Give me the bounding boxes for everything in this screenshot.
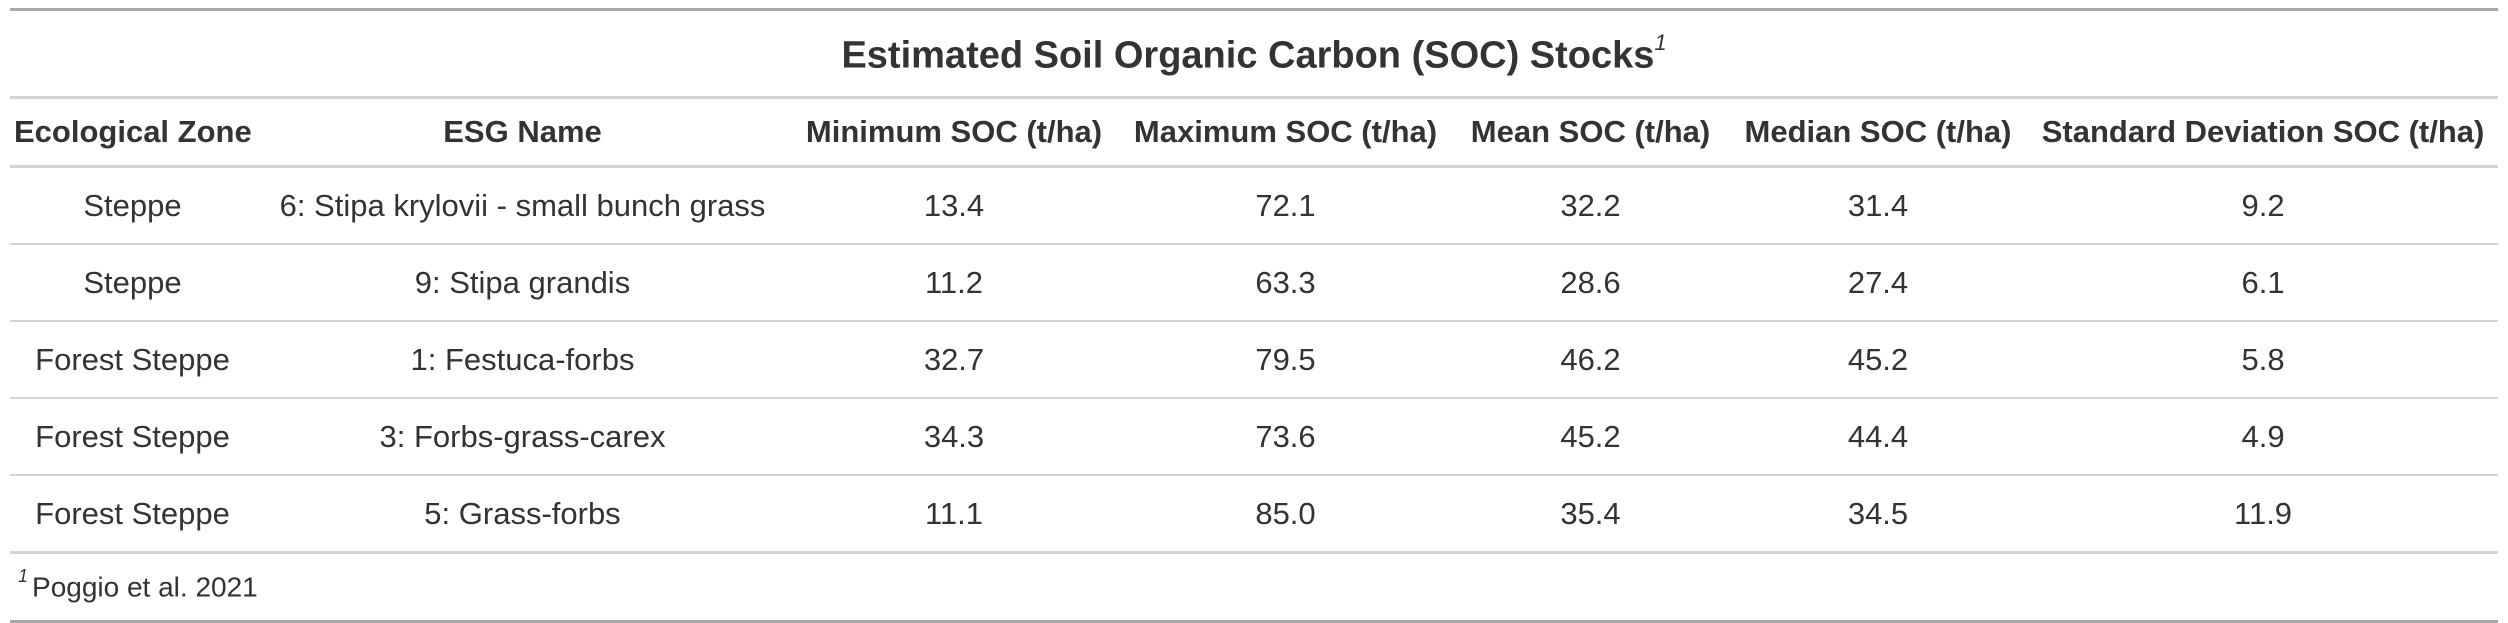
cell-median-soc: 27.4 bbox=[1728, 244, 2028, 322]
cell-mean-soc: 28.6 bbox=[1453, 244, 1728, 322]
cell-minimum-soc: 11.1 bbox=[790, 475, 1118, 554]
soc-table: Estimated Soil Organic Carbon (SOC) Stoc… bbox=[10, 8, 2499, 623]
cell-maximum-soc: 85.0 bbox=[1118, 475, 1453, 554]
cell-esg-name: 6: Stipa krylovii - small bunch grass bbox=[255, 166, 790, 245]
cell-std-dev-soc: 11.9 bbox=[2028, 475, 2499, 554]
table-footnote: 1 Poggio et al. 2021 bbox=[10, 552, 2499, 623]
cell-median-soc: 31.4 bbox=[1728, 166, 2028, 245]
cell-esg-name: 3: Forbs-grass-carex bbox=[255, 398, 790, 476]
cell-ecological-zone: Steppe bbox=[10, 244, 255, 322]
table-row: Forest Steppe 5: Grass-forbs 11.1 85.0 3… bbox=[10, 475, 2499, 554]
cell-esg-name: 9: Stipa grandis bbox=[255, 244, 790, 322]
cell-mean-soc: 45.2 bbox=[1453, 398, 1728, 476]
header-row: Ecological Zone ESG Name Minimum SOC (t/… bbox=[10, 97, 2499, 168]
cell-maximum-soc: 79.5 bbox=[1118, 321, 1453, 399]
footnote-row: 1 Poggio et al. 2021 bbox=[10, 552, 2499, 623]
cell-std-dev-soc: 5.8 bbox=[2028, 321, 2499, 399]
table-row: Steppe 6: Stipa krylovii - small bunch g… bbox=[10, 166, 2499, 245]
column-header-median-soc: Median SOC (t/ha) bbox=[1728, 97, 2028, 168]
title-row: Estimated Soil Organic Carbon (SOC) Stoc… bbox=[10, 8, 2499, 99]
cell-std-dev-soc: 4.9 bbox=[2028, 398, 2499, 476]
column-header-ecological-zone: Ecological Zone bbox=[10, 97, 255, 168]
cell-maximum-soc: 63.3 bbox=[1118, 244, 1453, 322]
footnote-text: Poggio et al. 2021 bbox=[32, 571, 258, 603]
footnote-marker: 1 bbox=[18, 566, 29, 587]
cell-esg-name: 5: Grass-forbs bbox=[255, 475, 790, 554]
cell-ecological-zone: Forest Steppe bbox=[10, 475, 255, 554]
table-row: Forest Steppe 3: Forbs-grass-carex 34.3 … bbox=[10, 398, 2499, 476]
table-row: Forest Steppe 1: Festuca-forbs 32.7 79.5… bbox=[10, 321, 2499, 399]
cell-minimum-soc: 13.4 bbox=[790, 166, 1118, 245]
soc-table-container: Estimated Soil Organic Carbon (SOC) Stoc… bbox=[10, 8, 2499, 623]
cell-std-dev-soc: 9.2 bbox=[2028, 166, 2499, 245]
cell-maximum-soc: 72.1 bbox=[1118, 166, 1453, 245]
table-row: Steppe 9: Stipa grandis 11.2 63.3 28.6 2… bbox=[10, 244, 2499, 322]
table-title: Estimated Soil Organic Carbon (SOC) Stoc… bbox=[10, 8, 2499, 99]
title-footnote-marker: 1 bbox=[1654, 30, 1667, 56]
column-header-maximum-soc: Maximum SOC (t/ha) bbox=[1118, 97, 1453, 168]
cell-mean-soc: 32.2 bbox=[1453, 166, 1728, 245]
cell-median-soc: 45.2 bbox=[1728, 321, 2028, 399]
table-title-text: Estimated Soil Organic Carbon (SOC) Stoc… bbox=[841, 34, 1655, 77]
column-header-esg-name: ESG Name bbox=[255, 97, 790, 168]
cell-maximum-soc: 73.6 bbox=[1118, 398, 1453, 476]
cell-median-soc: 34.5 bbox=[1728, 475, 2028, 554]
cell-minimum-soc: 34.3 bbox=[790, 398, 1118, 476]
cell-ecological-zone: Forest Steppe bbox=[10, 398, 255, 476]
cell-std-dev-soc: 6.1 bbox=[2028, 244, 2499, 322]
cell-median-soc: 44.4 bbox=[1728, 398, 2028, 476]
cell-esg-name: 1: Festuca-forbs bbox=[255, 321, 790, 399]
cell-minimum-soc: 11.2 bbox=[790, 244, 1118, 322]
cell-minimum-soc: 32.7 bbox=[790, 321, 1118, 399]
cell-mean-soc: 35.4 bbox=[1453, 475, 1728, 554]
cell-ecological-zone: Forest Steppe bbox=[10, 321, 255, 399]
cell-ecological-zone: Steppe bbox=[10, 166, 255, 245]
column-header-minimum-soc: Minimum SOC (t/ha) bbox=[790, 97, 1118, 168]
column-header-mean-soc: Mean SOC (t/ha) bbox=[1453, 97, 1728, 168]
column-header-std-dev-soc: Standard Deviation SOC (t/ha) bbox=[2028, 97, 2499, 168]
cell-mean-soc: 46.2 bbox=[1453, 321, 1728, 399]
